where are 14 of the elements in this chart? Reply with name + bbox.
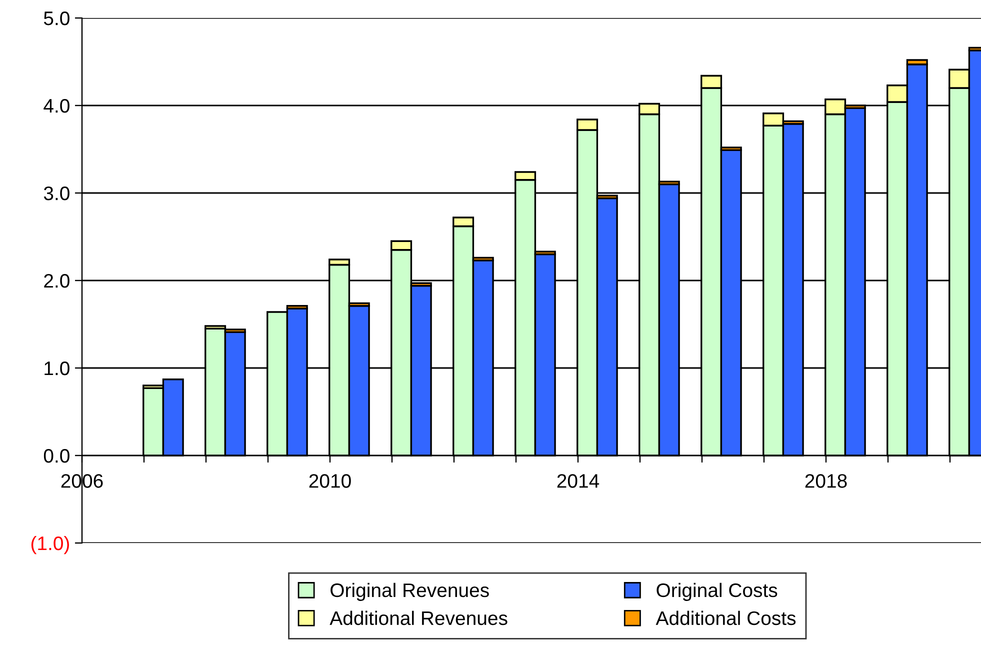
x-tick-label: 2018 <box>805 474 847 488</box>
y-tick-label: 3.0 <box>44 186 70 200</box>
y-tick-label: 1.0 <box>44 361 70 376</box>
y-tick-label: 5.0 <box>44 11 70 26</box>
legend-label: Additional Costs <box>656 610 796 626</box>
y-tick-label: 0.0 <box>44 448 70 463</box>
legend-label: Original Revenues <box>330 582 489 601</box>
x-tick-label: 2014 <box>557 474 600 488</box>
y-tick-label: 2.0 <box>44 274 70 288</box>
legend-label: Original Costs <box>656 582 778 601</box>
x-tick-label: 2010 <box>309 474 351 488</box>
legend-label: Additional Revenues <box>330 610 508 626</box>
y-tick-label: (1.0) <box>31 536 69 554</box>
y-tick-label: 4.0 <box>44 98 70 113</box>
